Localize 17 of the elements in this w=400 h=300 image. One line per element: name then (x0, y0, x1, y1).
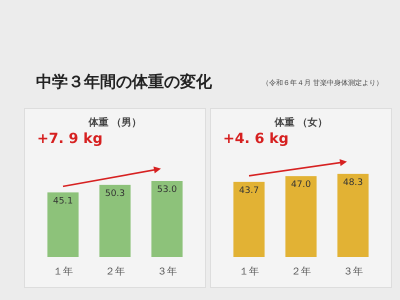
chart-title: 体重 （女） (273, 116, 328, 128)
x-tick-label: ３年 (157, 266, 177, 278)
text: 中学３年間の体重の変化 (36, 72, 212, 93)
text: +4. 6 kg (223, 131, 289, 147)
data-label: 43.7 (238, 186, 260, 196)
x-tick-label: １年 (53, 266, 73, 278)
data-label: 45.1 (52, 196, 74, 206)
data-label: 48.3 (342, 178, 364, 188)
data-label: 50.3 (104, 188, 126, 199)
x-tick-label: ３年 (343, 266, 363, 278)
data-label: 47.0 (290, 180, 312, 190)
text: +7. 9 kg (37, 131, 103, 147)
x-tick-label: １年 (239, 266, 259, 278)
x-tick-label: ２年 (105, 266, 125, 278)
chart-title: 体重 （男） (87, 116, 142, 128)
x-tick-label: ２年 (291, 266, 311, 278)
data-label: 53.0 (156, 185, 178, 196)
